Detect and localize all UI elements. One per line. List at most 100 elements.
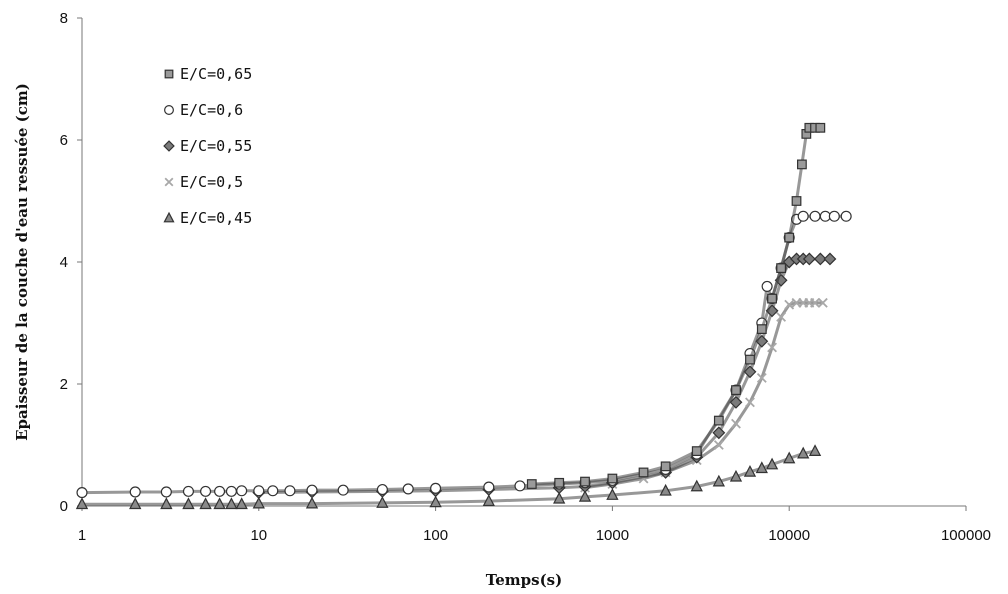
data-point [376, 483, 388, 496]
data-point [526, 479, 537, 489]
data-point [554, 477, 565, 488]
legend-entry: E/C=0,6 [180, 101, 243, 119]
data-point [182, 497, 195, 510]
data-point [252, 496, 265, 509]
data-point [253, 485, 265, 497]
data-point [225, 485, 237, 497]
data-point [305, 496, 319, 509]
series-trace [258, 257, 830, 495]
data-point [783, 451, 796, 464]
data-point [713, 440, 724, 450]
x-axis-ticks: 1 10 100 1000 10000 100000 [78, 506, 991, 544]
series-trace [82, 449, 816, 506]
data-point [712, 426, 726, 440]
data-point [376, 496, 389, 508]
data-point [797, 159, 807, 170]
data-point [129, 486, 141, 498]
data-point [199, 497, 212, 510]
data-point [337, 484, 349, 496]
data-point [756, 324, 767, 334]
data-point [76, 487, 88, 499]
y-tick-label: 4 [60, 254, 68, 271]
x-tick-label: 10 [250, 527, 267, 544]
data-point [160, 486, 172, 498]
series-trace [531, 126, 821, 486]
y-axis-label: Epaisseur de la couche d'eau ressuée (cm… [13, 83, 31, 441]
data-point [815, 122, 826, 133]
y-tick-label: 6 [60, 132, 68, 149]
data-point [638, 467, 649, 478]
data-point [402, 483, 414, 495]
data-point [306, 484, 318, 496]
data-point [483, 481, 495, 493]
data-point [823, 252, 837, 266]
plot-frame [81, 18, 966, 507]
data-point [691, 446, 702, 456]
data-point [767, 342, 778, 353]
x-tick-label: 1000 [596, 527, 629, 544]
data-point [712, 474, 725, 487]
data-point [213, 497, 226, 510]
x-axis-label: Temps(s) [486, 571, 562, 589]
series-circle [76, 210, 852, 499]
data-point [235, 497, 248, 510]
series-diamond [252, 252, 837, 500]
data-point [429, 495, 442, 508]
data-point [607, 473, 618, 484]
data-point [267, 485, 279, 497]
data-point [745, 354, 755, 365]
data-point [200, 485, 212, 497]
legend-marker-cross [164, 177, 174, 187]
data-point [225, 497, 238, 510]
legend-marker-square [164, 69, 174, 79]
x-tick-label: 10000 [768, 527, 810, 544]
data-point [660, 461, 671, 472]
legend-entry: E/C=0,55 [180, 137, 252, 155]
data-point [729, 395, 743, 409]
legend-entry: E/C=0,65 [180, 65, 252, 83]
series-triangle [75, 444, 822, 510]
data-point [580, 476, 590, 487]
data-point [819, 210, 831, 222]
data-point [791, 196, 802, 206]
data-point [797, 210, 809, 222]
x-tick-label: 100000 [941, 527, 991, 544]
data-point [755, 461, 768, 474]
data-point [745, 397, 755, 408]
data-point [236, 485, 248, 497]
data-point [75, 497, 89, 510]
data-point [578, 489, 592, 502]
data-point [731, 385, 741, 395]
data-point [817, 297, 828, 308]
data-point [729, 469, 743, 482]
data-point [713, 415, 724, 426]
data-point [765, 457, 779, 470]
data-point [828, 210, 840, 222]
x-tick-label: 100 [423, 527, 448, 544]
legend-entry: E/C=0,5 [180, 173, 243, 191]
legend-marker-diamond [163, 140, 175, 152]
data-point [743, 464, 757, 477]
data-point [802, 252, 816, 266]
data-point [797, 446, 810, 459]
data-point [731, 418, 741, 429]
data-point [808, 444, 822, 456]
data-point [514, 480, 526, 492]
data-point [690, 479, 703, 492]
data-point [761, 280, 773, 292]
data-point [553, 491, 566, 504]
data-point [767, 293, 777, 304]
data-point [813, 252, 827, 266]
data-point [129, 497, 142, 510]
data-point [776, 263, 787, 273]
legend: E/C=0,65 E/C=0,6 E/C=0,55 E/C=0,5 E/C=0,45 [163, 65, 252, 227]
data-point [810, 297, 820, 308]
y-tick-label: 0 [60, 498, 68, 515]
data-point [606, 488, 619, 500]
y-tick-label: 2 [60, 376, 68, 393]
y-tick-label: 8 [60, 10, 68, 27]
data-point [659, 483, 672, 496]
series-trace [81, 214, 847, 495]
y-axis-ticks: 0 2 4 6 8 [60, 10, 82, 515]
data-point [430, 482, 442, 494]
